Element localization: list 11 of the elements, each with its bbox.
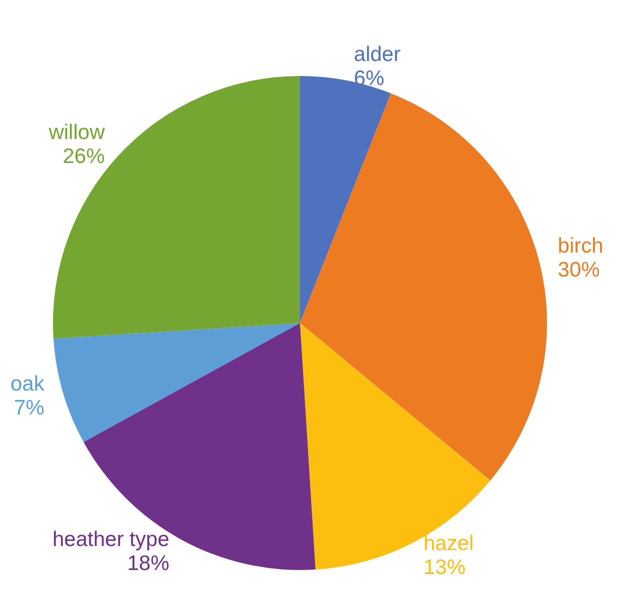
slice-label: willow — [48, 120, 106, 144]
slice-label: oak — [10, 372, 45, 396]
slice-label: heather type — [52, 528, 170, 552]
data-label: 7% — [14, 396, 44, 420]
data-label: 26% — [62, 144, 105, 168]
slice-label: birch — [558, 234, 604, 258]
data-label: 18% — [127, 552, 170, 576]
slice-label: alder — [354, 43, 401, 66]
data-label: 13% — [423, 556, 466, 580]
data-label: 30% — [558, 258, 600, 282]
slice-label: hazel — [423, 532, 474, 556]
